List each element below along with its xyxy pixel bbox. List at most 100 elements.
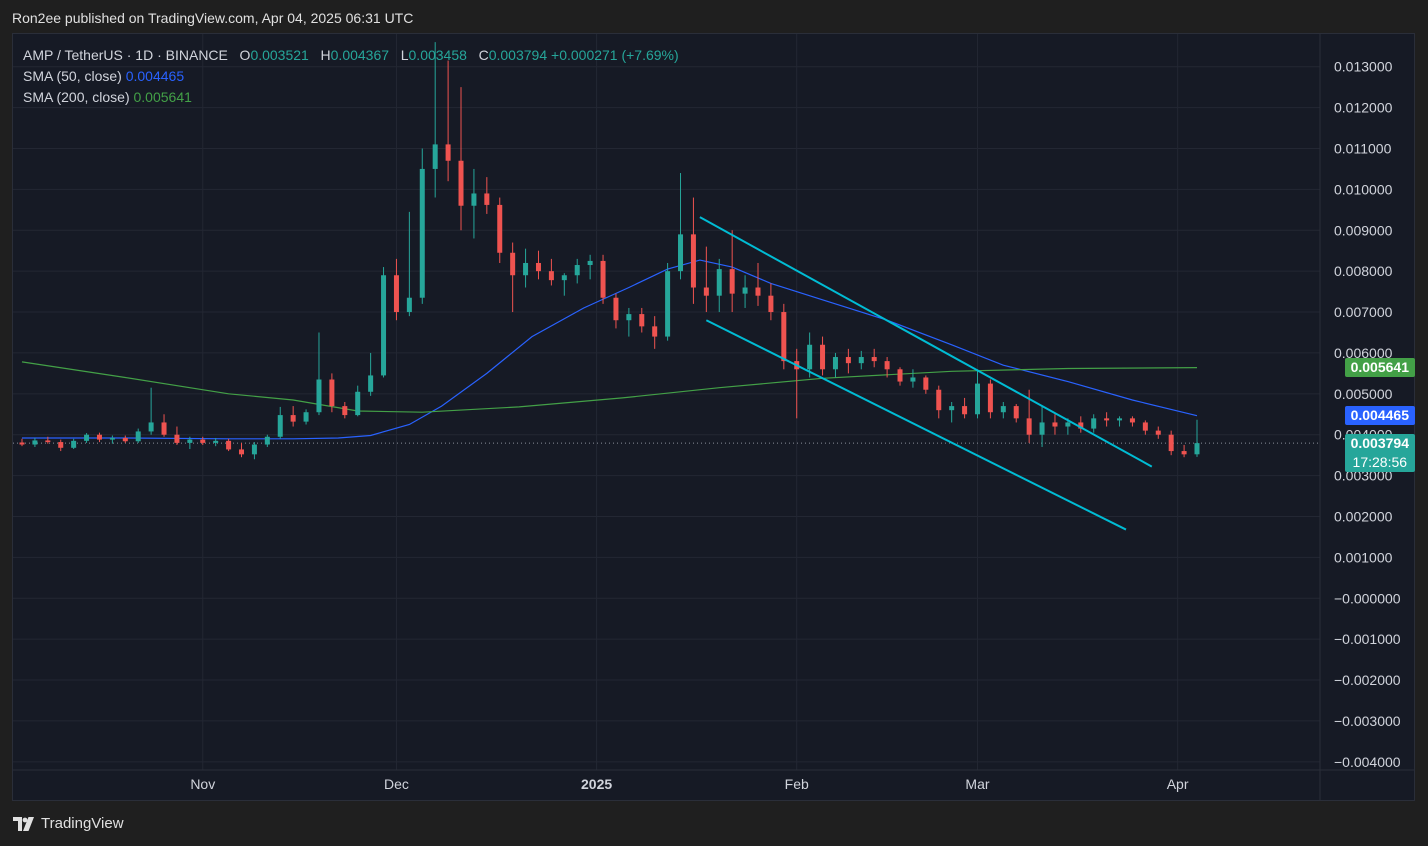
publisher-header: Ron2ee published on TradingView.com, Apr…: [12, 10, 413, 26]
candle-down: [484, 193, 490, 205]
x-tick-label: Mar: [965, 776, 989, 792]
y-tick-label: 0.010000: [1334, 181, 1393, 197]
x-tick-label: Feb: [785, 776, 809, 792]
open-label: O: [239, 47, 251, 63]
sma200-line: [21, 361, 1198, 413]
x-tick-label: Dec: [384, 776, 409, 792]
candle-down: [1026, 418, 1032, 435]
y-tick-label: −0.003000: [1334, 713, 1401, 729]
candle-down: [497, 204, 503, 253]
candle-down: [1078, 422, 1084, 429]
candle-down: [884, 361, 890, 370]
y-tick-label: 0.005000: [1334, 386, 1393, 402]
ohlc-row: AMP / TetherUS · 1D · BINANCE O0.003521 …: [23, 45, 679, 66]
y-tick-label: 0.013000: [1334, 59, 1393, 75]
candle-up: [910, 377, 916, 382]
candle-up: [626, 314, 632, 321]
low-value: 0.003458: [408, 47, 467, 63]
channel-trendline: [699, 216, 1153, 468]
sma200-row[interactable]: SMA (200, close) 0.005641: [23, 87, 679, 108]
candle-down: [1142, 422, 1148, 431]
candle-up: [832, 357, 838, 370]
candle-down: [987, 383, 993, 413]
tradingview-brand: TradingView: [41, 815, 124, 832]
high-value: 0.004367: [330, 47, 390, 63]
y-tick-label: 0.007000: [1334, 304, 1393, 320]
candle-down: [239, 449, 245, 455]
candle-down: [639, 314, 645, 327]
candle-down: [729, 269, 735, 294]
candle-up: [316, 379, 322, 413]
x-tick-label: Apr: [1167, 776, 1189, 792]
candle-down: [613, 297, 619, 321]
low-label: L: [400, 47, 409, 63]
candle-up: [665, 271, 671, 337]
candle-down: [1168, 434, 1174, 452]
open-value: 0.003521: [250, 47, 309, 63]
y-tick-label: 0.012000: [1334, 100, 1393, 116]
candle-up: [742, 287, 748, 294]
sma50-price-tag: 0.004465: [1344, 406, 1415, 426]
candle-down: [1013, 406, 1019, 419]
candle-up: [355, 391, 361, 416]
sma200-label: SMA (200, close): [23, 89, 130, 105]
candle-up: [368, 375, 374, 392]
candle-down: [329, 379, 335, 407]
candle-up: [277, 415, 283, 437]
candle-down: [923, 377, 929, 390]
candle-up: [471, 193, 477, 206]
candle-down: [703, 287, 709, 296]
candle-down: [1104, 418, 1110, 421]
candle-up: [135, 431, 141, 442]
candle-down: [510, 252, 516, 276]
candle-down: [290, 415, 296, 422]
candle-up: [574, 265, 580, 276]
candle-down: [458, 160, 464, 206]
sma200-price-tag: 0.005641: [1344, 358, 1415, 378]
candle-up: [406, 297, 412, 313]
y-tick-label: 0.011000: [1334, 140, 1392, 156]
candle-up: [1000, 406, 1006, 413]
tradingview-logo-icon: [13, 816, 34, 831]
channel-trendline: [705, 319, 1127, 531]
candle-down: [96, 434, 102, 440]
tradingview-footer[interactable]: TradingView: [13, 815, 124, 832]
candle-up: [84, 434, 90, 441]
candle-up: [1065, 422, 1071, 427]
candle-down: [652, 326, 658, 337]
candle-up: [264, 436, 270, 445]
y-tick-label: −0.001000: [1334, 631, 1401, 647]
candle-up: [678, 234, 684, 272]
candle-up: [949, 406, 955, 411]
candle-down: [897, 369, 903, 382]
candle-up: [71, 440, 77, 448]
candle-down: [19, 442, 25, 445]
candle-down: [122, 437, 128, 442]
close-value: 0.003794: [488, 47, 548, 63]
candle-down: [962, 406, 968, 415]
bar-countdown: 17:28:56: [1352, 454, 1408, 471]
candle-up: [561, 275, 567, 281]
y-tick-label: 0.006000: [1334, 345, 1393, 361]
candle-up: [1194, 443, 1200, 455]
candle-down: [200, 439, 206, 443]
candle-up: [381, 275, 387, 376]
candle-up: [187, 439, 193, 443]
candle-down: [845, 357, 851, 364]
sma50-label: SMA (50, close): [23, 68, 122, 84]
sma50-row[interactable]: SMA (50, close) 0.004465: [23, 66, 679, 87]
sma50-line: [22, 259, 1198, 440]
candle-down: [535, 262, 541, 272]
candle-down: [781, 312, 787, 362]
symbol-title[interactable]: AMP / TetherUS · 1D · BINANCE: [23, 47, 228, 63]
candle-down: [820, 344, 826, 370]
candle-up: [303, 412, 309, 422]
y-tick-label: −0.000000: [1334, 590, 1401, 606]
candle-down: [1052, 422, 1058, 427]
publisher-text: Ron2ee published on TradingView.com, Apr…: [12, 10, 414, 26]
candle-up: [419, 168, 425, 298]
candle-down: [548, 271, 554, 281]
candle-up: [32, 440, 38, 445]
y-tick-label: 0.008000: [1334, 263, 1393, 279]
